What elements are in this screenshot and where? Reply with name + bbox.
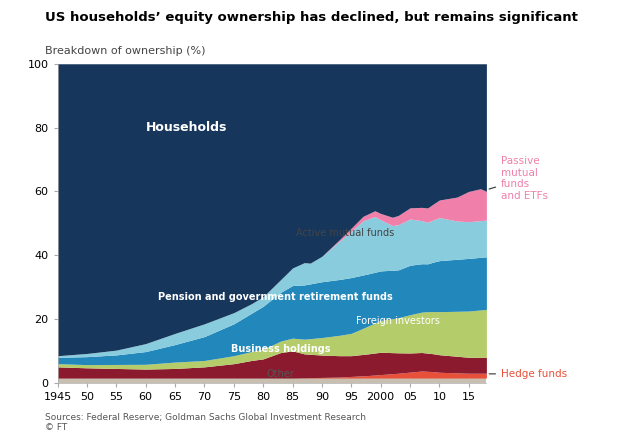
Text: Hedge funds: Hedge funds [489, 369, 567, 379]
Text: Sources: Federal Reserve; Goldman Sachs Global Investment Research
© FT: Sources: Federal Reserve; Goldman Sachs … [45, 413, 366, 432]
Text: US households’ equity ownership has declined, but remains significant: US households’ equity ownership has decl… [45, 11, 578, 24]
Text: Business holdings: Business holdings [231, 345, 331, 354]
Text: Households: Households [146, 121, 227, 134]
Text: Active mutual funds: Active mutual funds [296, 228, 394, 238]
Text: Foreign investors: Foreign investors [356, 315, 440, 326]
Text: Pension and government retirement funds: Pension and government retirement funds [157, 292, 392, 302]
Text: Breakdown of ownership (%): Breakdown of ownership (%) [45, 46, 205, 56]
Text: Other: Other [267, 369, 294, 379]
Text: Passive
mutual
funds
and ETFs: Passive mutual funds and ETFs [489, 156, 548, 201]
